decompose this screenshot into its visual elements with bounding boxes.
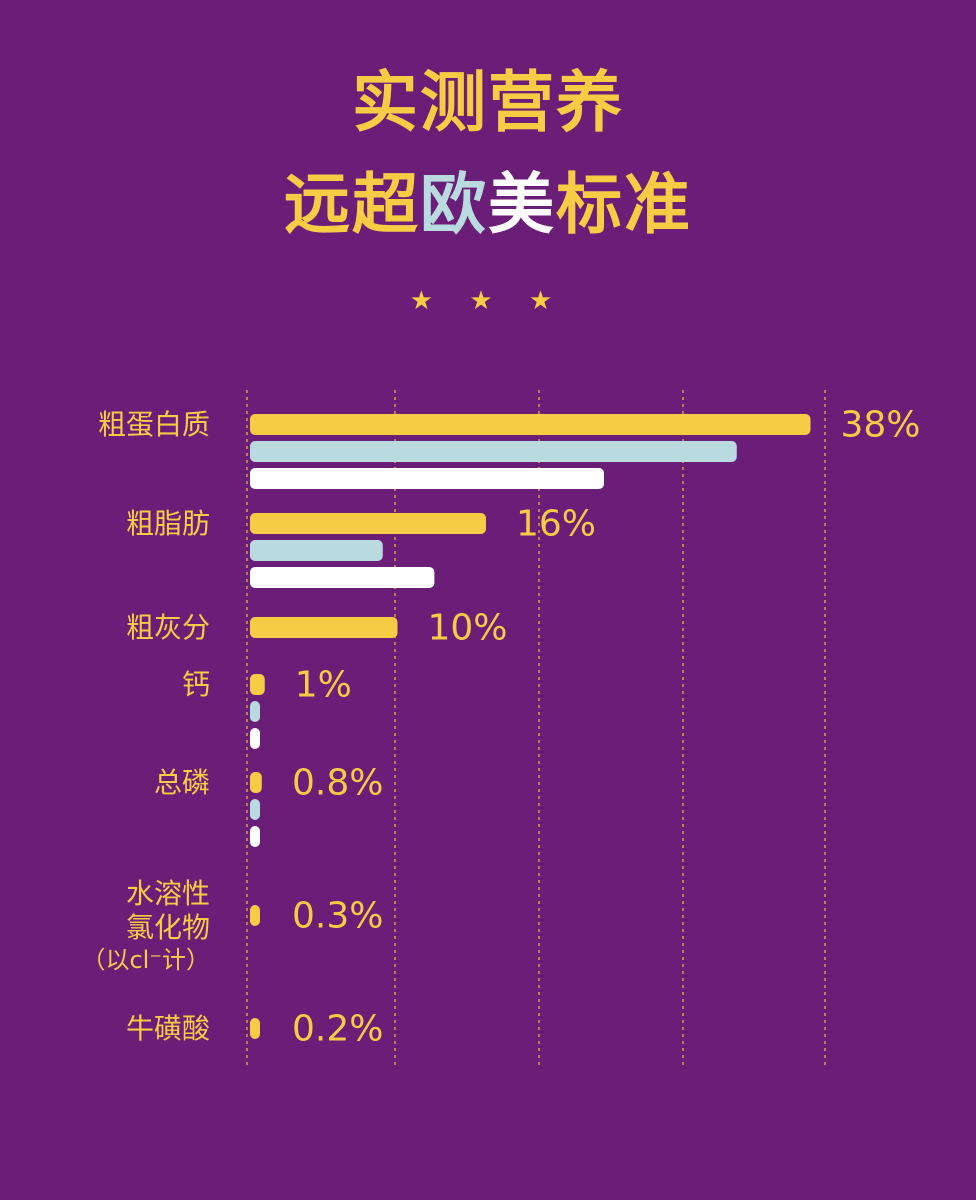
category-label-0-line-0: 粗蛋白质	[97, 408, 210, 441]
bar-us-4	[250, 826, 260, 847]
title-us: 美	[488, 166, 556, 243]
bar-us-0	[250, 468, 604, 489]
bar-eu-1	[250, 540, 383, 561]
bar-measured-5	[250, 905, 260, 926]
title-part-1: 远超	[284, 166, 420, 243]
stars-decoration: ★ ★ ★	[409, 286, 567, 316]
title-eu: 欧	[420, 166, 488, 243]
bar-measured-1	[250, 513, 486, 534]
bar-measured-0	[250, 414, 811, 435]
bar-measured-2	[250, 617, 398, 638]
value-label-3: 1%	[295, 665, 352, 706]
category-label-3-line-0: 钙	[181, 668, 210, 701]
category-label-5-line-1: 氯化物	[125, 911, 210, 944]
bar-measured-6	[250, 1018, 260, 1039]
category-label-5: 水溶性 氯化物 （以cl⁻计）	[81, 877, 210, 975]
bar-eu-4	[250, 799, 260, 820]
category-label-1: 粗脂肪	[126, 507, 210, 541]
bar-measured-3	[250, 674, 265, 695]
category-label-0: 粗蛋白质	[98, 408, 210, 442]
bar-eu-3	[250, 701, 260, 722]
category-label-2-line-0: 粗灰分	[125, 611, 210, 644]
bar-us-1	[250, 567, 435, 588]
bar-measured-4	[250, 772, 262, 793]
title-part-2: 标准	[556, 166, 692, 243]
value-label-5: 0.3%	[292, 896, 383, 937]
category-label-1-line-0: 粗脂肪	[125, 507, 210, 540]
title-line-1: 实测营养	[352, 64, 624, 141]
category-label-4-line-0: 总磷	[153, 766, 210, 799]
category-label-4: 总磷	[154, 766, 210, 800]
category-label-5-line-2: （以cl⁻计）	[81, 946, 210, 974]
bar-us-3	[250, 728, 260, 749]
title-line-2: 远超欧美标准	[0, 172, 976, 238]
category-label-2: 粗灰分	[126, 611, 210, 645]
category-label-6: 牛磺酸	[126, 1012, 210, 1046]
value-label-0: 38%	[841, 405, 921, 446]
value-label-1: 16%	[516, 504, 596, 545]
value-label-4: 0.8%	[292, 763, 383, 804]
category-label-5-line-0: 水溶性	[125, 877, 210, 910]
category-label-3: 钙	[182, 668, 210, 702]
value-label-2: 10%	[428, 608, 508, 649]
category-label-6-line-0: 牛磺酸	[125, 1012, 210, 1045]
bar-eu-0	[250, 441, 737, 462]
value-label-6: 0.2%	[292, 1009, 383, 1050]
